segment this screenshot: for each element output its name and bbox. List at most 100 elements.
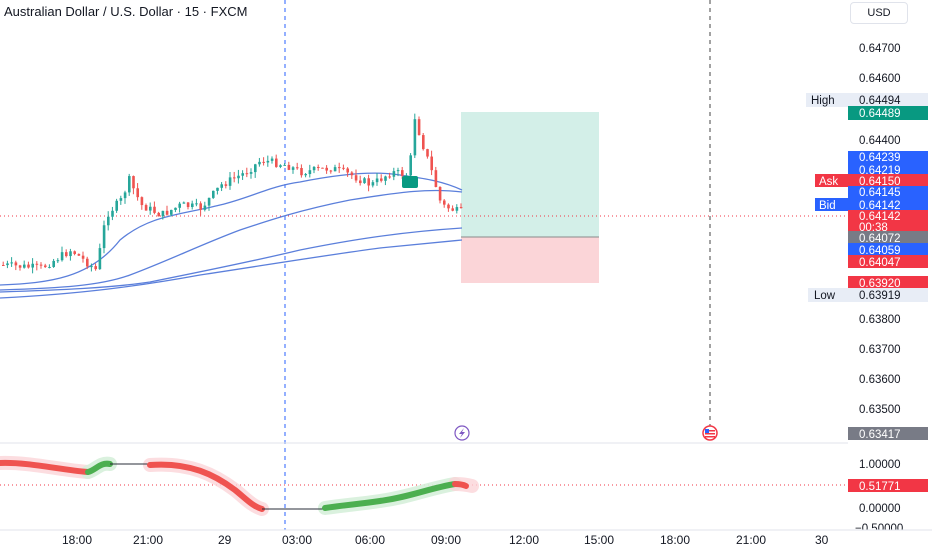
- candle-body: [27, 264, 30, 268]
- candle-body: [338, 167, 341, 169]
- price-tick: 0.63500: [859, 404, 901, 416]
- candle-body: [157, 212, 160, 217]
- time-label: 12:00: [509, 533, 539, 547]
- candle-body: [203, 205, 207, 210]
- candle-body: [81, 255, 85, 259]
- ask-label-box: [815, 174, 848, 187]
- candle-body: [367, 178, 370, 186]
- red-tag: [848, 255, 928, 268]
- candle-body: [405, 175, 408, 177]
- candle-body: [258, 161, 261, 165]
- candle-body: [6, 263, 9, 266]
- candle-body: [237, 175, 240, 179]
- candle-body: [228, 177, 232, 186]
- candle-body: [86, 258, 89, 267]
- candle-body: [304, 174, 307, 176]
- candle-body: [60, 252, 64, 261]
- candle-body: [199, 203, 202, 210]
- time-label: 21:00: [133, 533, 163, 547]
- candle-body: [119, 198, 123, 201]
- candle-body: [18, 265, 22, 268]
- bid-label: Bid: [819, 200, 836, 212]
- candle-body: [207, 197, 211, 206]
- crosshair-price-tag: [848, 427, 928, 440]
- candle-body: [438, 187, 442, 201]
- candle-body: [443, 200, 446, 205]
- candle-body: [325, 167, 328, 171]
- time-label: 15:00: [584, 533, 614, 547]
- bid-value-box: [848, 198, 928, 211]
- oscillator-tick: 0.00000: [859, 503, 901, 515]
- ma-value: 0.64059: [859, 245, 901, 257]
- ask-value: 0.64150: [859, 176, 901, 188]
- profit-zone[interactable]: [461, 112, 599, 237]
- ma-tag: [848, 164, 928, 176]
- currency-button[interactable]: USD: [850, 2, 908, 24]
- candle-body: [56, 260, 60, 262]
- candle-body: [279, 165, 282, 167]
- crosshair-price-value: 0.63417: [859, 429, 901, 441]
- price-tick: 0.63800: [859, 314, 901, 326]
- candle-body: [342, 167, 345, 169]
- loss-zone[interactable]: [461, 237, 599, 283]
- candle-body: [123, 192, 127, 199]
- candle-body: [329, 170, 333, 172]
- candle-body: [363, 178, 366, 184]
- candle-body: [35, 263, 39, 265]
- high-value-box: [848, 93, 928, 107]
- moving-average-1: [0, 189, 463, 291]
- time-label: 06:00: [355, 533, 385, 547]
- candle-body: [52, 260, 55, 267]
- candle-body: [107, 216, 110, 226]
- candle-body: [136, 188, 139, 198]
- candle-body: [73, 251, 76, 254]
- candle-body: [375, 178, 379, 183]
- candle-body: [132, 176, 135, 189]
- moving-average-2: [0, 172, 463, 286]
- ma-tag: [848, 151, 928, 164]
- take-profit-value: 0.64489: [859, 108, 901, 120]
- candle-body: [233, 177, 236, 179]
- price-tick: 0.64400: [859, 135, 901, 147]
- candle-body: [216, 187, 219, 191]
- candle-body: [111, 210, 114, 217]
- candle-body: [94, 266, 97, 270]
- candle-body: [144, 205, 148, 211]
- candle-body: [170, 209, 173, 215]
- candle-body: [140, 197, 144, 206]
- price-tick: 0.64700: [859, 43, 901, 55]
- candle-body: [115, 200, 118, 211]
- candle-body: [254, 164, 257, 173]
- ma-tag: [848, 186, 928, 198]
- last-price-value: 0.64142: [859, 211, 901, 223]
- low-label: Low: [814, 290, 836, 302]
- time-label: 29: [218, 533, 232, 547]
- high-value: 0.64494: [859, 95, 901, 107]
- candle-body: [23, 264, 26, 268]
- candle-body: [317, 166, 320, 168]
- candle-body: [296, 167, 299, 169]
- candle-body: [44, 265, 47, 267]
- price-tick: 0.63600: [859, 374, 901, 386]
- candle-body: [224, 184, 228, 186]
- entry-price-value: 0.64072: [859, 233, 901, 245]
- candle-body: [149, 206, 152, 211]
- candle-body: [396, 170, 400, 172]
- candle-body: [333, 167, 337, 172]
- candle-body: [275, 158, 278, 167]
- position-marker-icon[interactable]: [402, 176, 418, 188]
- stop-loss-value: 0.63920: [859, 278, 901, 290]
- lightning-icon[interactable]: [454, 425, 470, 441]
- candle-body: [220, 184, 223, 188]
- candle-body: [191, 203, 194, 208]
- candle-body: [287, 164, 291, 170]
- us-flag-icon[interactable]: [702, 425, 718, 441]
- candle-body: [182, 202, 186, 204]
- price-tick: 0.63700: [859, 344, 901, 356]
- candle-body: [266, 160, 270, 163]
- candle-body: [10, 262, 13, 264]
- candle-body: [447, 204, 450, 209]
- candle-body: [249, 172, 253, 174]
- low-value-box: [848, 288, 928, 302]
